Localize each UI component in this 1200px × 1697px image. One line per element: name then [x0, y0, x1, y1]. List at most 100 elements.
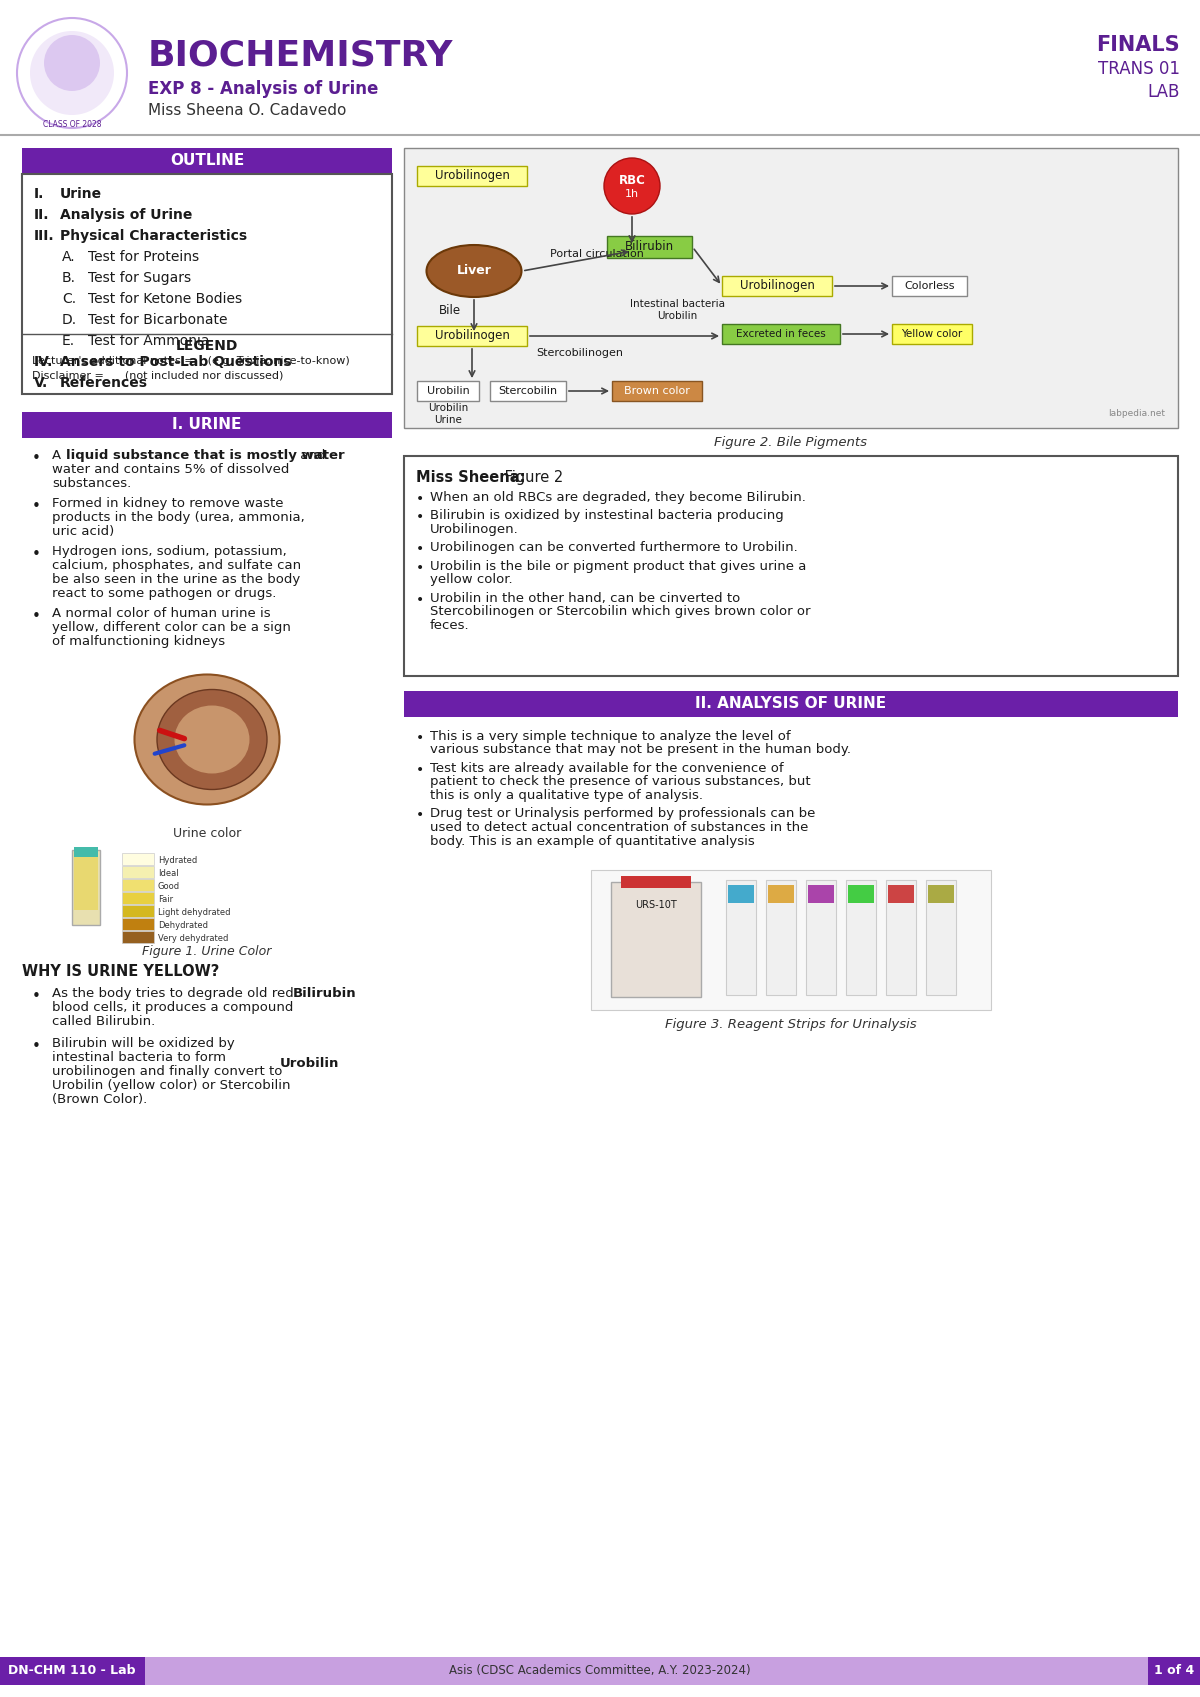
Text: C.: C.: [62, 292, 76, 305]
Text: •: •: [32, 546, 41, 562]
Text: Miss Sheena O. Cadavedo: Miss Sheena O. Cadavedo: [148, 104, 347, 119]
Text: Urobilinogen can be converted furthermore to Urobilin.: Urobilinogen can be converted furthermor…: [430, 541, 798, 555]
Text: body. This is an example of quantitative analysis: body. This is an example of quantitative…: [430, 835, 755, 847]
Text: •: •: [416, 592, 425, 608]
Bar: [726, 881, 756, 994]
Text: products in the body (urea, ammonia,: products in the body (urea, ammonia,: [52, 511, 305, 524]
Bar: [722, 324, 840, 344]
Bar: [122, 905, 154, 916]
Bar: [926, 881, 956, 994]
Text: E.: E.: [62, 334, 76, 348]
Bar: [892, 277, 967, 295]
Text: substances.: substances.: [52, 477, 131, 490]
Text: Figure 3. Reagent Strips for Urinalysis: Figure 3. Reagent Strips for Urinalysis: [665, 1018, 917, 1032]
Text: (Brown Color).: (Brown Color).: [52, 1093, 148, 1106]
Text: WHY IS URINE YELLOW?: WHY IS URINE YELLOW?: [22, 964, 220, 979]
Text: Urobilinogen: Urobilinogen: [434, 329, 510, 343]
Text: calcium, phosphates, and sulfate can: calcium, phosphates, and sulfate can: [52, 558, 301, 572]
Text: Urobilin in the other hand, can be cinverted to: Urobilin in the other hand, can be cinve…: [430, 592, 740, 606]
Bar: [808, 886, 834, 903]
Text: Bile: Bile: [439, 304, 461, 317]
Text: Very dehydrated: Very dehydrated: [158, 933, 228, 944]
Text: III.: III.: [34, 229, 55, 243]
Text: Yellow color: Yellow color: [901, 329, 962, 339]
Text: URS-10T: URS-10T: [635, 899, 677, 910]
Circle shape: [44, 36, 100, 92]
Text: liquid substance that is mostly water: liquid substance that is mostly water: [66, 450, 344, 462]
Text: Good: Good: [158, 882, 180, 891]
Text: EXP 8 - Analysis of Urine: EXP 8 - Analysis of Urine: [148, 80, 378, 98]
Text: Urobilin: Urobilin: [427, 385, 469, 395]
Text: •: •: [416, 808, 425, 823]
Text: •: •: [416, 543, 425, 557]
Bar: [74, 847, 98, 857]
Bar: [122, 918, 154, 930]
Text: Bilirubin: Bilirubin: [293, 988, 356, 1000]
Text: Figure 1. Urine Color: Figure 1. Urine Color: [143, 945, 271, 959]
Text: Asis (CDSC Academics Committee, A.Y. 2023-2024): Asis (CDSC Academics Committee, A.Y. 202…: [449, 1665, 751, 1677]
Ellipse shape: [426, 244, 522, 297]
Bar: [122, 893, 154, 905]
Text: yellow, different color can be a sign: yellow, different color can be a sign: [52, 621, 290, 635]
Text: Test for Ketone Bodies: Test for Ketone Bodies: [88, 292, 242, 305]
Text: Formed in kidney to remove waste: Formed in kidney to remove waste: [52, 497, 283, 511]
Text: •: •: [32, 1039, 41, 1054]
Text: •: •: [32, 609, 41, 624]
Text: Urobilin is the bile or pigment product that gives urine a: Urobilin is the bile or pigment product …: [430, 560, 806, 574]
Bar: [846, 881, 876, 994]
Text: uric acid): uric acid): [52, 524, 114, 538]
Text: and: and: [296, 450, 325, 462]
Bar: [722, 277, 832, 295]
Text: TRANS 01: TRANS 01: [1098, 59, 1180, 78]
Text: Test kits are already available for the convenience of: Test kits are already available for the …: [430, 762, 784, 776]
Bar: [1148, 1656, 1200, 1685]
Text: V.: V.: [34, 377, 48, 390]
Text: Physical Characteristics: Physical Characteristics: [60, 229, 247, 243]
Text: D.: D.: [62, 312, 77, 328]
Bar: [404, 148, 1178, 428]
Text: A normal color of human urine is: A normal color of human urine is: [52, 608, 271, 619]
Text: CLASS OF 2028: CLASS OF 2028: [43, 120, 101, 129]
Text: II. ANALYSIS OF URINE: II. ANALYSIS OF URINE: [696, 696, 887, 711]
Ellipse shape: [174, 706, 250, 774]
Text: Miss Sheena:: Miss Sheena:: [416, 470, 526, 485]
Text: LEGEND: LEGEND: [176, 339, 238, 353]
Text: Urobilin: Urobilin: [656, 311, 697, 321]
Bar: [886, 881, 916, 994]
Bar: [607, 236, 692, 258]
Bar: [122, 865, 154, 877]
Text: A.: A.: [62, 249, 76, 265]
Text: Light dehydrated: Light dehydrated: [158, 908, 230, 916]
Bar: [766, 881, 796, 994]
Bar: [22, 148, 392, 175]
Text: B.: B.: [62, 272, 76, 285]
Text: Hydrogen ions, sodium, potassium,: Hydrogen ions, sodium, potassium,: [52, 545, 287, 558]
Bar: [928, 886, 954, 903]
Text: Urine color: Urine color: [173, 826, 241, 840]
Text: RBC: RBC: [618, 173, 646, 187]
Text: react to some pathogen or drugs.: react to some pathogen or drugs.: [52, 587, 276, 601]
Bar: [72, 850, 100, 925]
Bar: [0, 1656, 1200, 1685]
Text: Disclaimer =      (not included nor discussed): Disclaimer = (not included nor discussed…: [32, 370, 283, 380]
Text: feces.: feces.: [430, 619, 469, 631]
Bar: [490, 382, 566, 400]
Text: Ideal: Ideal: [158, 869, 179, 877]
Text: intestinal bacteria to form: intestinal bacteria to form: [52, 1050, 226, 1064]
Text: urobilinogen and finally convert to: urobilinogen and finally convert to: [52, 1066, 282, 1078]
Text: Test for Proteins: Test for Proteins: [88, 249, 199, 265]
Bar: [892, 324, 972, 344]
Text: •: •: [32, 499, 41, 514]
Text: labpedia.net: labpedia.net: [1108, 409, 1165, 417]
Text: Urobilinogen: Urobilinogen: [739, 280, 815, 292]
Circle shape: [30, 31, 114, 115]
Text: of malfunctioning kidneys: of malfunctioning kidneys: [52, 635, 226, 648]
Bar: [404, 691, 1178, 718]
Bar: [122, 854, 154, 865]
Text: •: •: [32, 451, 41, 467]
Bar: [0, 1656, 145, 1685]
Bar: [888, 886, 914, 903]
Text: Fair: Fair: [158, 894, 173, 905]
Text: I.: I.: [34, 187, 44, 200]
Text: •: •: [416, 511, 425, 524]
